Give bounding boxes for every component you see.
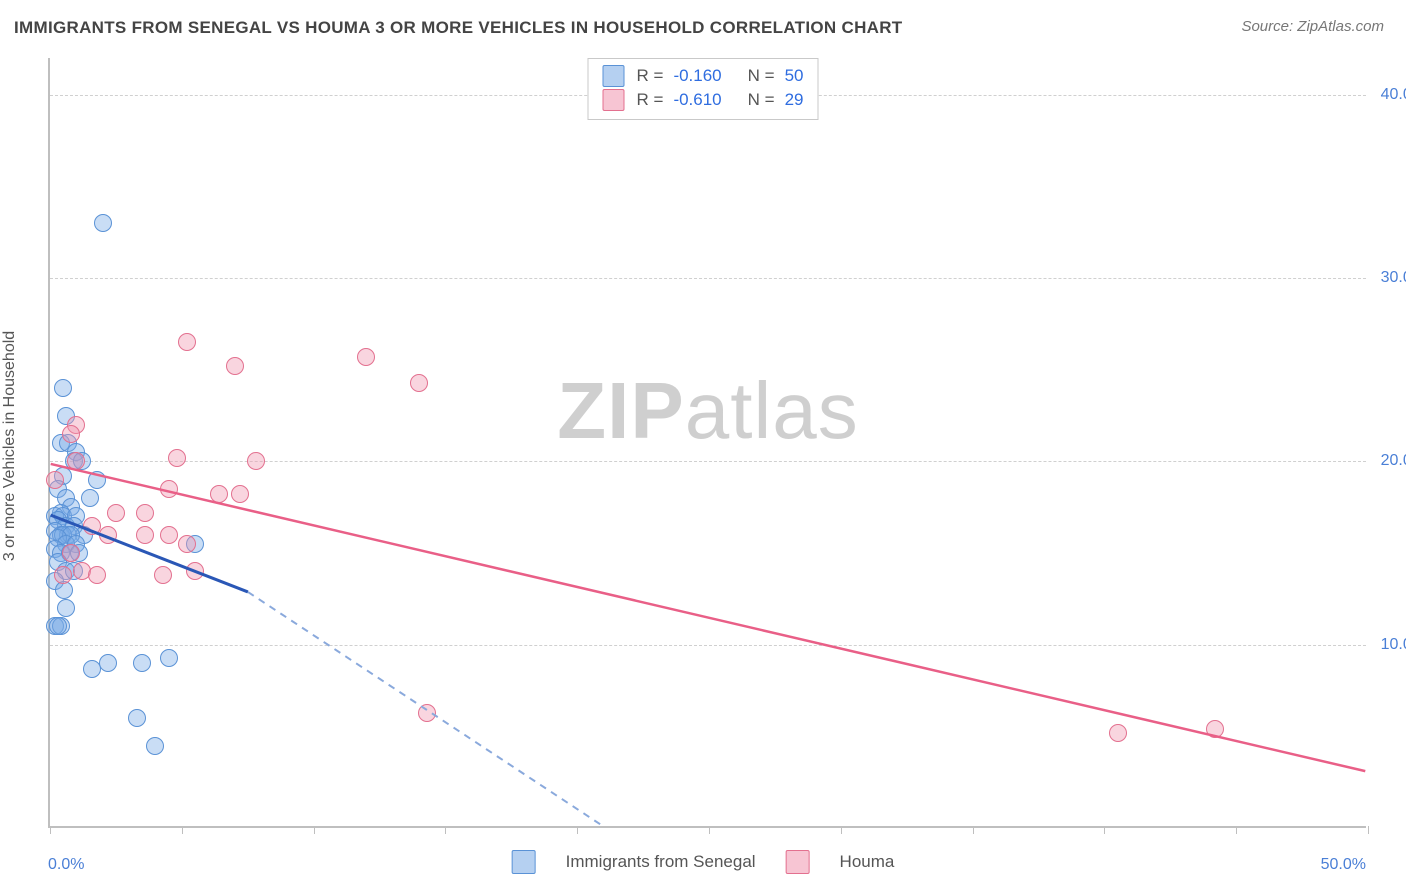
legend-R-value-houma: -0.610	[673, 90, 721, 110]
y-axis-label: 3 or more Vehicles in Household	[1, 331, 19, 561]
swatch-pink-icon	[603, 89, 625, 111]
correlation-legend: R = -0.160 N = 50 R = -0.610 N = 29	[588, 58, 819, 120]
scatter-point	[357, 348, 375, 366]
chart-title: IMMIGRANTS FROM SENEGAL VS HOUMA 3 OR MO…	[14, 18, 902, 38]
x-tick	[182, 826, 183, 834]
legend-N-label: N =	[748, 90, 775, 110]
legend-R-value-senegal: -0.160	[673, 66, 721, 86]
scatter-point	[88, 471, 106, 489]
scatter-point	[99, 654, 117, 672]
scatter-point	[62, 544, 80, 562]
legend-N-label: N =	[748, 66, 775, 86]
x-tick	[1236, 826, 1237, 834]
scatter-point	[1206, 720, 1224, 738]
x-tick	[50, 826, 51, 834]
scatter-point	[83, 660, 101, 678]
legend-N-value-houma: 29	[785, 90, 804, 110]
scatter-point	[133, 654, 151, 672]
watermark: ZIPatlas	[557, 365, 858, 457]
scatter-point	[231, 485, 249, 503]
scatter-point	[62, 425, 80, 443]
x-tick	[709, 826, 710, 834]
scatter-point	[1109, 724, 1127, 742]
scatter-point	[136, 504, 154, 522]
scatter-point	[154, 566, 172, 584]
y-tick-label: 30.0%	[1371, 269, 1406, 287]
swatch-blue-icon	[512, 850, 536, 874]
x-tick	[841, 826, 842, 834]
x-tick	[314, 826, 315, 834]
scatter-point	[160, 649, 178, 667]
scatter-point	[146, 737, 164, 755]
scatter-point	[178, 535, 196, 553]
y-tick-label: 10.0%	[1371, 636, 1406, 654]
gridline	[50, 278, 1366, 279]
scatter-point	[54, 566, 72, 584]
scatter-point	[54, 379, 72, 397]
legend-label-senegal: Immigrants from Senegal	[566, 852, 756, 872]
scatter-point	[81, 489, 99, 507]
x-tick	[445, 826, 446, 834]
legend-R-label: R =	[637, 90, 664, 110]
scatter-point	[57, 599, 75, 617]
scatter-point	[107, 504, 125, 522]
scatter-point	[46, 471, 64, 489]
swatch-pink-icon	[786, 850, 810, 874]
scatter-point	[410, 374, 428, 392]
series-legend: Immigrants from Senegal Houma	[512, 850, 895, 874]
scatter-point	[247, 452, 265, 470]
legend-N-value-senegal: 50	[785, 66, 804, 86]
scatter-point	[186, 562, 204, 580]
scatter-point	[226, 357, 244, 375]
legend-label-houma: Houma	[840, 852, 895, 872]
scatter-point	[210, 485, 228, 503]
swatch-blue-icon	[603, 65, 625, 87]
plot-area: ZIPatlas 10.0%20.0%30.0%40.0%	[48, 58, 1366, 828]
scatter-point	[136, 526, 154, 544]
scatter-point	[128, 709, 146, 727]
y-tick-label: 20.0%	[1371, 452, 1406, 470]
scatter-point	[160, 480, 178, 498]
legend-row-houma: R = -0.610 N = 29	[603, 89, 804, 111]
x-axis-min-label: 0.0%	[48, 856, 84, 874]
x-tick	[1104, 826, 1105, 834]
x-tick	[973, 826, 974, 834]
gridline	[50, 645, 1366, 646]
scatter-point	[178, 333, 196, 351]
trend-line	[51, 464, 1366, 771]
scatter-point	[168, 449, 186, 467]
scatter-point	[99, 526, 117, 544]
scatter-point	[94, 214, 112, 232]
y-tick-label: 40.0%	[1371, 86, 1406, 104]
scatter-point	[88, 566, 106, 584]
scatter-point	[67, 452, 85, 470]
x-tick	[1368, 826, 1369, 834]
scatter-point	[418, 704, 436, 722]
x-tick	[577, 826, 578, 834]
legend-R-label: R =	[637, 66, 664, 86]
source-attribution: Source: ZipAtlas.com	[1241, 18, 1384, 35]
scatter-point	[49, 617, 67, 635]
legend-row-senegal: R = -0.160 N = 50	[603, 65, 804, 87]
x-axis-max-label: 50.0%	[1321, 856, 1366, 874]
scatter-point	[160, 526, 178, 544]
